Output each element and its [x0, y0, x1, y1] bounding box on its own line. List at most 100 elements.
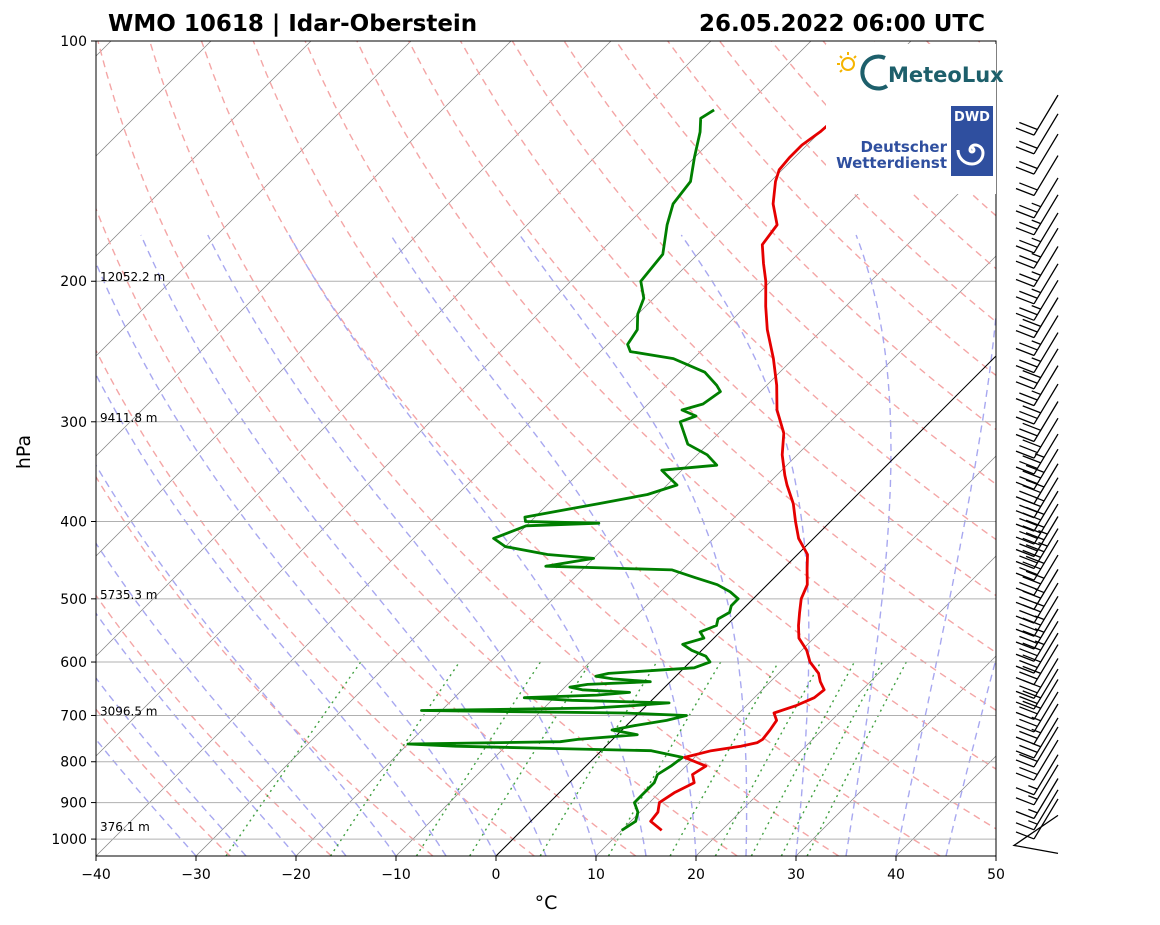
- wind-barb: [1015, 644, 1059, 686]
- y-tick-label: 500: [60, 592, 87, 608]
- wind-barb: [1015, 516, 1059, 558]
- wind-barb: [1015, 155, 1059, 197]
- mixing-ratio-line: [669, 661, 780, 856]
- wind-barb: [1015, 691, 1059, 733]
- dry-adiabat-line: [200, 41, 941, 856]
- y-tick-label: 100: [60, 34, 87, 50]
- height-label: 376.1 m: [100, 820, 150, 834]
- dry-adiabat-line: [149, 41, 839, 856]
- dwd-logo: DWD Deutscher Wetterdienst: [836, 106, 993, 176]
- isotherm-line: [96, 41, 312, 257]
- moist-adiabat-line: [390, 234, 697, 856]
- wind-barb: [1015, 212, 1059, 254]
- dry-adiabat-line: [563, 41, 996, 486]
- wind-barb: [1015, 539, 1059, 581]
- wind-barb: [1015, 778, 1059, 820]
- x-tick-label: 10: [587, 867, 605, 883]
- logo-area: MeteoLux DWD Deutscher Wetterdienst: [826, 44, 1004, 194]
- wind-barb: [1015, 490, 1059, 532]
- wind-barb: [1015, 717, 1059, 759]
- wind-barb: [1015, 433, 1059, 475]
- isotherm-line: [395, 255, 996, 856]
- chart-datetime: 26.05.2022 06:00 UTC: [699, 11, 985, 37]
- moist-adiabat-line: [96, 542, 347, 856]
- isotherm-line: [96, 41, 912, 856]
- wind-barb: [1015, 365, 1059, 407]
- wind-barb: [1015, 383, 1059, 425]
- meteolux-logo: MeteoLux: [837, 52, 1004, 91]
- mixing-ratio-line: [469, 661, 592, 856]
- wind-barb: [1012, 814, 1059, 855]
- sun-icon: [837, 52, 857, 73]
- wind-barb: [1015, 703, 1059, 745]
- dry-adiabat-line: [96, 207, 637, 856]
- isotherm-line: [96, 41, 612, 557]
- wind-barb: [1015, 448, 1059, 490]
- wind-barb: [1015, 754, 1059, 796]
- x-tick-label: −20: [281, 867, 311, 883]
- y-tick-label: 900: [60, 796, 87, 812]
- meteolux-logo-text: MeteoLux: [888, 63, 1004, 87]
- wind-barb: [1015, 595, 1059, 637]
- wind-barb: [1015, 332, 1059, 374]
- x-axis-ticks: −40 −30 −20 −10 0 10 20 30 40 50: [81, 856, 1005, 883]
- height-labels: 12052.2 m 9411.8 m 5735.3 m 3096.5 m 376.1 m: [100, 270, 165, 834]
- dry-adiabat-line: [1082, 41, 1160, 856]
- moist-adiabat-line: [845, 234, 892, 856]
- wind-barb: [1015, 401, 1059, 443]
- wind-barb: [1015, 227, 1059, 269]
- x-tick-label: 20: [687, 867, 705, 883]
- wind-barb: [1015, 608, 1059, 650]
- mixing-ratio-line: [225, 661, 362, 856]
- isotherm-line: [695, 555, 996, 856]
- wind-barb: [1015, 246, 1059, 288]
- isotherm-line: [795, 655, 996, 856]
- dry-adiabat-line: [408, 41, 996, 654]
- moist-adiabat-line: [680, 234, 810, 856]
- plot-frame: [95, 40, 997, 857]
- isotherm-line: [0, 41, 11, 856]
- wind-barb: [1015, 133, 1059, 175]
- moist-adiabat-line: [1046, 235, 1160, 856]
- y-tick-label: 200: [60, 274, 87, 290]
- dry-adiabat-line: [252, 41, 996, 830]
- isotherm-line: [995, 855, 996, 856]
- height-label: 5735.3 m: [100, 588, 158, 602]
- dry-adiabat-line: [97, 41, 738, 856]
- wind-barb: [1015, 632, 1059, 674]
- height-label: 9411.8 m: [100, 411, 158, 425]
- y-tick-label: 300: [60, 415, 87, 431]
- wind-barb: [1015, 679, 1059, 721]
- zero-degree-isotherm: [495, 355, 996, 856]
- wind-barb: [1015, 764, 1059, 806]
- wind-barb: [1015, 726, 1059, 768]
- y-tick-label: 800: [60, 755, 87, 771]
- moist-adiabat-line: [96, 261, 497, 856]
- x-tick-label: 0: [492, 867, 501, 883]
- moist-adiabat-line: [207, 234, 597, 856]
- mixing-ratio-line: [607, 661, 722, 856]
- y-axis-label: hPa: [13, 435, 35, 469]
- moist-adiabat-line: [96, 373, 447, 856]
- moist-adiabat-line: [96, 612, 297, 856]
- dwd-text-line2: Wetterdienst: [836, 154, 947, 172]
- x-axis-label: °C: [535, 892, 558, 914]
- sounding-profiles: [406, 108, 849, 832]
- wind-barb: [1015, 315, 1059, 357]
- isotherm-line: [595, 455, 996, 856]
- wind-barb: [1015, 417, 1059, 459]
- x-tick-label: 30: [787, 867, 805, 883]
- y-tick-label: 600: [60, 655, 87, 671]
- x-tick-label: 40: [887, 867, 905, 883]
- isotherm-line: [96, 41, 812, 757]
- dry-adiabat-line: [96, 348, 535, 856]
- wind-barb: [1015, 348, 1059, 390]
- y-tick-label: 400: [60, 514, 87, 530]
- mixing-ratio-line: [714, 661, 822, 856]
- mixing-ratio-line: [329, 661, 460, 856]
- moist-adiabat-line: [140, 234, 547, 856]
- dwd-text-line1: Deutscher: [860, 138, 947, 156]
- moist-adiabat-line: [895, 307, 996, 856]
- wind-barb: [1015, 798, 1059, 840]
